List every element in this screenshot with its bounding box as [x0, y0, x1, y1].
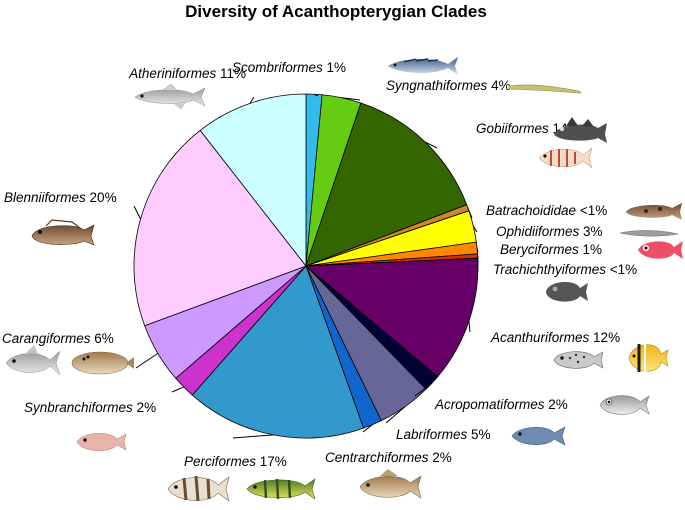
barred-fish-image: [167, 475, 230, 502]
leader-line-perciformes: [232, 434, 274, 439]
slice-label-acanthuriformes: Acanthuriformes 12%: [490, 330, 620, 345]
slice-label-percent: 5%: [467, 427, 490, 442]
slice-label-name: Trachichthyiformes: [493, 262, 606, 277]
butterflyfish-image: [628, 344, 669, 372]
pipefish-image: [508, 84, 582, 94]
slice-label-atheriniformes: Atheriniformes 11%: [128, 66, 246, 81]
pie-slice-atheriniformes: [199, 93, 307, 268]
leader-line-beryciformes: [476, 247, 479, 253]
leader-line-carangiformes: [135, 352, 159, 369]
pie-slice-blenniiformes: [133, 129, 307, 327]
slice-label-name: Centrarchiformes: [325, 450, 429, 465]
puffer-image: [553, 351, 604, 369]
slice-label-name: Acropomatiformes: [434, 397, 545, 412]
wrasse-image: [511, 426, 566, 446]
slice-label-acropomatiformes: Acropomatiformes 2%: [434, 397, 568, 412]
leader-line-acropomatiformes: [414, 382, 433, 397]
slice-label-name: Acanthuriformes: [490, 330, 590, 345]
slice-label-synbranchiformes: Synbranchiformes 2%: [24, 400, 156, 415]
pie-slice-perciformes: [191, 265, 364, 439]
leader-line-scombriformes: [313, 93, 319, 97]
slice-label-name: Batrachoididae: [486, 203, 576, 218]
fish-illustrations: [5, 57, 683, 502]
slice-label-percent: 1%: [579, 242, 602, 257]
cusk-eel-image: [619, 230, 679, 237]
jack-image: [5, 345, 61, 376]
leader-line-batrachoididae: [467, 207, 473, 219]
slice-label-perciformes: Perciformes 17%: [184, 454, 287, 469]
acropomatid-image: [599, 395, 650, 415]
slice-label-name: Gobiiformes: [476, 121, 549, 136]
pink-fish-image: [76, 433, 127, 451]
slice-label-percent: 2%: [133, 400, 156, 415]
slice-label-name: Scombriformes: [232, 60, 323, 75]
slice-label-name: Beryciformes: [500, 242, 579, 257]
chart-title: Diversity of Acanthopterygian Clades: [185, 2, 487, 21]
leader-line-atheriniformes: [249, 96, 255, 104]
leader-line-ophidiiformes: [472, 226, 478, 233]
slice-label-name: Labriformes: [396, 427, 468, 442]
slice-label-percent: 4%: [487, 78, 510, 93]
slice-label-name: Ophidiiformes: [496, 224, 580, 239]
slice-label-batrachoididae: Batrachoididae <1%: [486, 203, 607, 218]
slice-label-beryciformes: Beryciformes 1%: [500, 242, 602, 257]
alfonsino-image: [638, 241, 683, 259]
slice-label-trachichthyiformes: Trachichthyiformes <1%: [493, 262, 637, 277]
leader-lines: [133, 93, 479, 439]
flatfish-image: [71, 351, 134, 375]
slice-label-blenniiformes: Blenniiformes 20%: [4, 190, 117, 205]
silverside-image: [134, 83, 206, 110]
perch-image: [246, 478, 316, 500]
blenny-image: [31, 219, 95, 246]
slice-label-percent: 17%: [256, 454, 287, 469]
slice-label-centrarchiformes: Centrarchiformes 2%: [325, 450, 452, 465]
pie-slices: [133, 93, 479, 439]
slice-label-name: Synbranchiformes: [24, 400, 133, 415]
leader-line-blenniiformes: [133, 205, 141, 220]
leader-line-synbranchiformes: [171, 386, 184, 393]
fangtooth-image: [546, 282, 588, 302]
slice-label-percent: 11%: [216, 66, 246, 81]
slice-label-percent: 2%: [545, 397, 568, 412]
slice-label-name: Syngnathiformes: [386, 78, 488, 93]
slice-label-labriformes: Labriformes 5%: [396, 427, 491, 442]
slice-label-percent: 20%: [86, 190, 117, 205]
slice-label-ophidiiformes: Ophidiiformes 3%: [496, 224, 603, 239]
slice-label-name: Blenniiformes: [4, 190, 86, 205]
slice-label-name: Perciformes: [184, 454, 256, 469]
slice-label-name: Atheriniformes: [128, 66, 216, 81]
slice-label-scombriformes: Scombriformes 1%: [232, 60, 346, 75]
toadfish-image: [626, 203, 682, 220]
slice-label-carangiformes: Carangiformes 6%: [2, 331, 114, 346]
slice-label-percent: 2%: [429, 450, 452, 465]
slice-label-percent: 12%: [589, 330, 620, 345]
slice-label-percent: 3%: [579, 224, 602, 239]
leader-line-gobiiformes: [424, 141, 438, 149]
slice-label-percent: 1%: [323, 60, 346, 75]
bass-image: [359, 469, 422, 499]
goby-image: [554, 117, 607, 143]
slice-label-percent: <1%: [576, 203, 607, 218]
leader-line-centrarchiformes: [362, 424, 373, 433]
slice-label-name: Carangiformes: [2, 331, 91, 346]
slice-label-syngnathiformes: Syngnathiformes 4%: [386, 78, 511, 93]
leader-line-syngnathiformes: [341, 97, 361, 101]
leader-line-labriformes: [385, 406, 406, 424]
striped-fish-image: [538, 147, 593, 169]
mackerel-image: [388, 57, 458, 75]
slice-labels: Scombriformes 1% Syngnathiformes 4% Gobiif…: [2, 60, 637, 469]
slice-label-percent: <1%: [606, 262, 637, 277]
slice-label-percent: 6%: [91, 331, 114, 346]
leader-line-acanthuriformes: [468, 321, 471, 333]
